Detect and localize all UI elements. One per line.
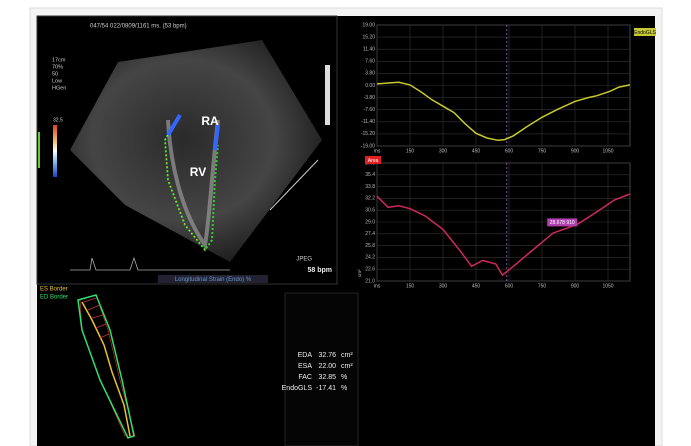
measure-name: FAC xyxy=(298,374,312,381)
annotation: 28.678 910 xyxy=(550,220,575,226)
y-tick-label: -15.20 xyxy=(361,131,375,137)
y-tick-label: 30.6 xyxy=(365,208,375,214)
measure-unit: % xyxy=(341,385,347,392)
heart-rate: 58 bpm xyxy=(307,267,332,274)
y-tick-label: 3.80 xyxy=(365,71,375,77)
x-tick-label: 450 xyxy=(472,283,481,289)
x-tick-label: 900 xyxy=(571,148,580,154)
x-tick-label: 1050 xyxy=(602,148,613,154)
x-tick-label: 300 xyxy=(439,148,448,154)
gray-scale xyxy=(325,65,330,125)
y-tick-label: 15.20 xyxy=(362,34,375,40)
y-tick-label: -3.80 xyxy=(364,95,376,101)
x-tick-label: ms xyxy=(374,148,381,154)
measure-value: 22.00 xyxy=(318,363,336,370)
setting: 50 xyxy=(52,71,58,77)
x-tick-label: 750 xyxy=(538,148,547,154)
y-tick-label: 27.4 xyxy=(365,231,375,237)
y-tick-label: 7.60 xyxy=(365,59,375,65)
setting: 70% xyxy=(52,64,63,70)
setting: 17cm xyxy=(52,57,66,63)
y-tick-label: 22.6 xyxy=(365,267,375,273)
x-tick-label: 750 xyxy=(538,283,547,289)
format: JPEG xyxy=(296,257,312,263)
measure-unit: % xyxy=(341,374,347,381)
x-tick-label: 150 xyxy=(406,148,415,154)
measure-unit: cm² xyxy=(341,363,353,370)
series-name: Area xyxy=(368,158,379,164)
measure-name: EDA xyxy=(298,352,313,359)
x-tick-label: 150 xyxy=(406,283,415,289)
y-tick-label: 32.2 xyxy=(365,196,375,202)
side-marker xyxy=(38,132,40,168)
x-tick-label: 600 xyxy=(505,283,514,289)
y-unit: cm² xyxy=(357,269,362,277)
y-tick-label: -7.60 xyxy=(364,107,376,113)
measure-name: EndoGLS xyxy=(282,385,313,392)
color-bar xyxy=(53,125,57,177)
acquisition-info: 047/54 022/0809/1161 ms. (53 bpm) xyxy=(90,24,187,30)
y-tick-label: 24.2 xyxy=(365,255,375,261)
measure-value: -17.41 xyxy=(316,385,336,392)
screen: 047/54 022/0809/1161 ms. (53 bpm) 17cm70… xyxy=(0,0,691,446)
y-tick-label: 0.00 xyxy=(365,83,375,89)
measure-unit: cm² xyxy=(341,352,353,359)
ed-border-label: ED Border xyxy=(40,295,68,301)
setting: HGen xyxy=(52,85,66,91)
y-tick-label: 11.40 xyxy=(363,47,375,53)
setting: Low xyxy=(52,78,62,84)
measure-name: ESA xyxy=(298,363,312,370)
x-tick-label: 300 xyxy=(439,283,448,289)
caption: Longitudinal Strain (Endo) % xyxy=(175,277,252,283)
y-tick-label: -11.40 xyxy=(361,119,375,125)
measure-value: 32.76 xyxy=(318,352,336,359)
y-tick-label: 19.00 xyxy=(362,22,375,28)
x-tick-label: 450 xyxy=(472,148,481,154)
x-tick-label: 1050 xyxy=(602,283,613,289)
y-tick-label: 33.8 xyxy=(365,184,375,190)
measure-value: 32.85 xyxy=(318,374,336,381)
x-tick-label: ms xyxy=(374,283,381,289)
label-rv: RV xyxy=(190,165,206,179)
y-tick-label: 29.0 xyxy=(365,219,375,225)
y-tick-label: 25.8 xyxy=(365,243,375,249)
scale-max: 32.5 xyxy=(53,117,63,123)
y-tick-label: 35.4 xyxy=(365,172,375,178)
es-border-label: ES Border xyxy=(40,287,68,293)
series-name: EndoGLS xyxy=(634,30,656,36)
label-ra: RA xyxy=(201,114,219,128)
x-tick-label: 900 xyxy=(571,283,580,289)
x-tick-label: 600 xyxy=(505,148,514,154)
